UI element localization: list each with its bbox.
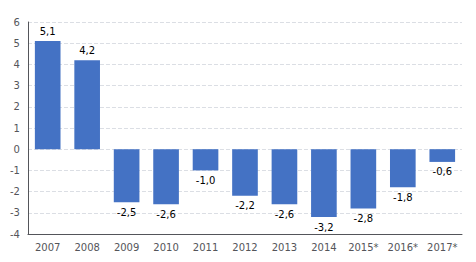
svg-text:-2,6: -2,6 — [275, 209, 295, 220]
svg-text:2010: 2010 — [153, 242, 178, 253]
svg-text:-4: -4 — [10, 229, 20, 240]
svg-text:-2,6: -2,6 — [156, 209, 176, 220]
svg-text:-2,2: -2,2 — [235, 200, 255, 211]
svg-text:-0,6: -0,6 — [433, 166, 453, 177]
svg-text:2015*: 2015* — [348, 242, 378, 253]
svg-text:-1,0: -1,0 — [196, 175, 216, 186]
svg-text:0: 0 — [14, 144, 20, 155]
svg-text:3: 3 — [14, 80, 20, 91]
svg-text:2008: 2008 — [74, 242, 99, 253]
svg-text:2017*: 2017* — [427, 242, 457, 253]
svg-text:-3: -3 — [10, 207, 20, 218]
svg-text:2011: 2011 — [193, 242, 218, 253]
svg-text:5,1: 5,1 — [40, 26, 56, 37]
svg-text:2: 2 — [14, 101, 20, 112]
svg-text:5: 5 — [14, 38, 20, 49]
svg-text:4,2: 4,2 — [79, 45, 95, 56]
svg-text:1: 1 — [14, 123, 20, 134]
svg-text:-1,8: -1,8 — [393, 192, 413, 203]
svg-text:2013: 2013 — [272, 242, 297, 253]
svg-text:-2,8: -2,8 — [354, 213, 374, 224]
svg-text:2014: 2014 — [311, 242, 336, 253]
svg-text:6: 6 — [14, 17, 20, 28]
svg-text:2009: 2009 — [114, 242, 139, 253]
svg-text:-3,2: -3,2 — [314, 222, 334, 233]
svg-text:2012: 2012 — [232, 242, 257, 253]
svg-text:2007: 2007 — [35, 242, 60, 253]
svg-text:-2: -2 — [10, 186, 20, 197]
svg-text:2016*: 2016* — [388, 242, 418, 253]
svg-text:-1: -1 — [10, 165, 20, 176]
svg-text:4: 4 — [14, 59, 20, 70]
svg-text:-2,5: -2,5 — [117, 207, 137, 218]
